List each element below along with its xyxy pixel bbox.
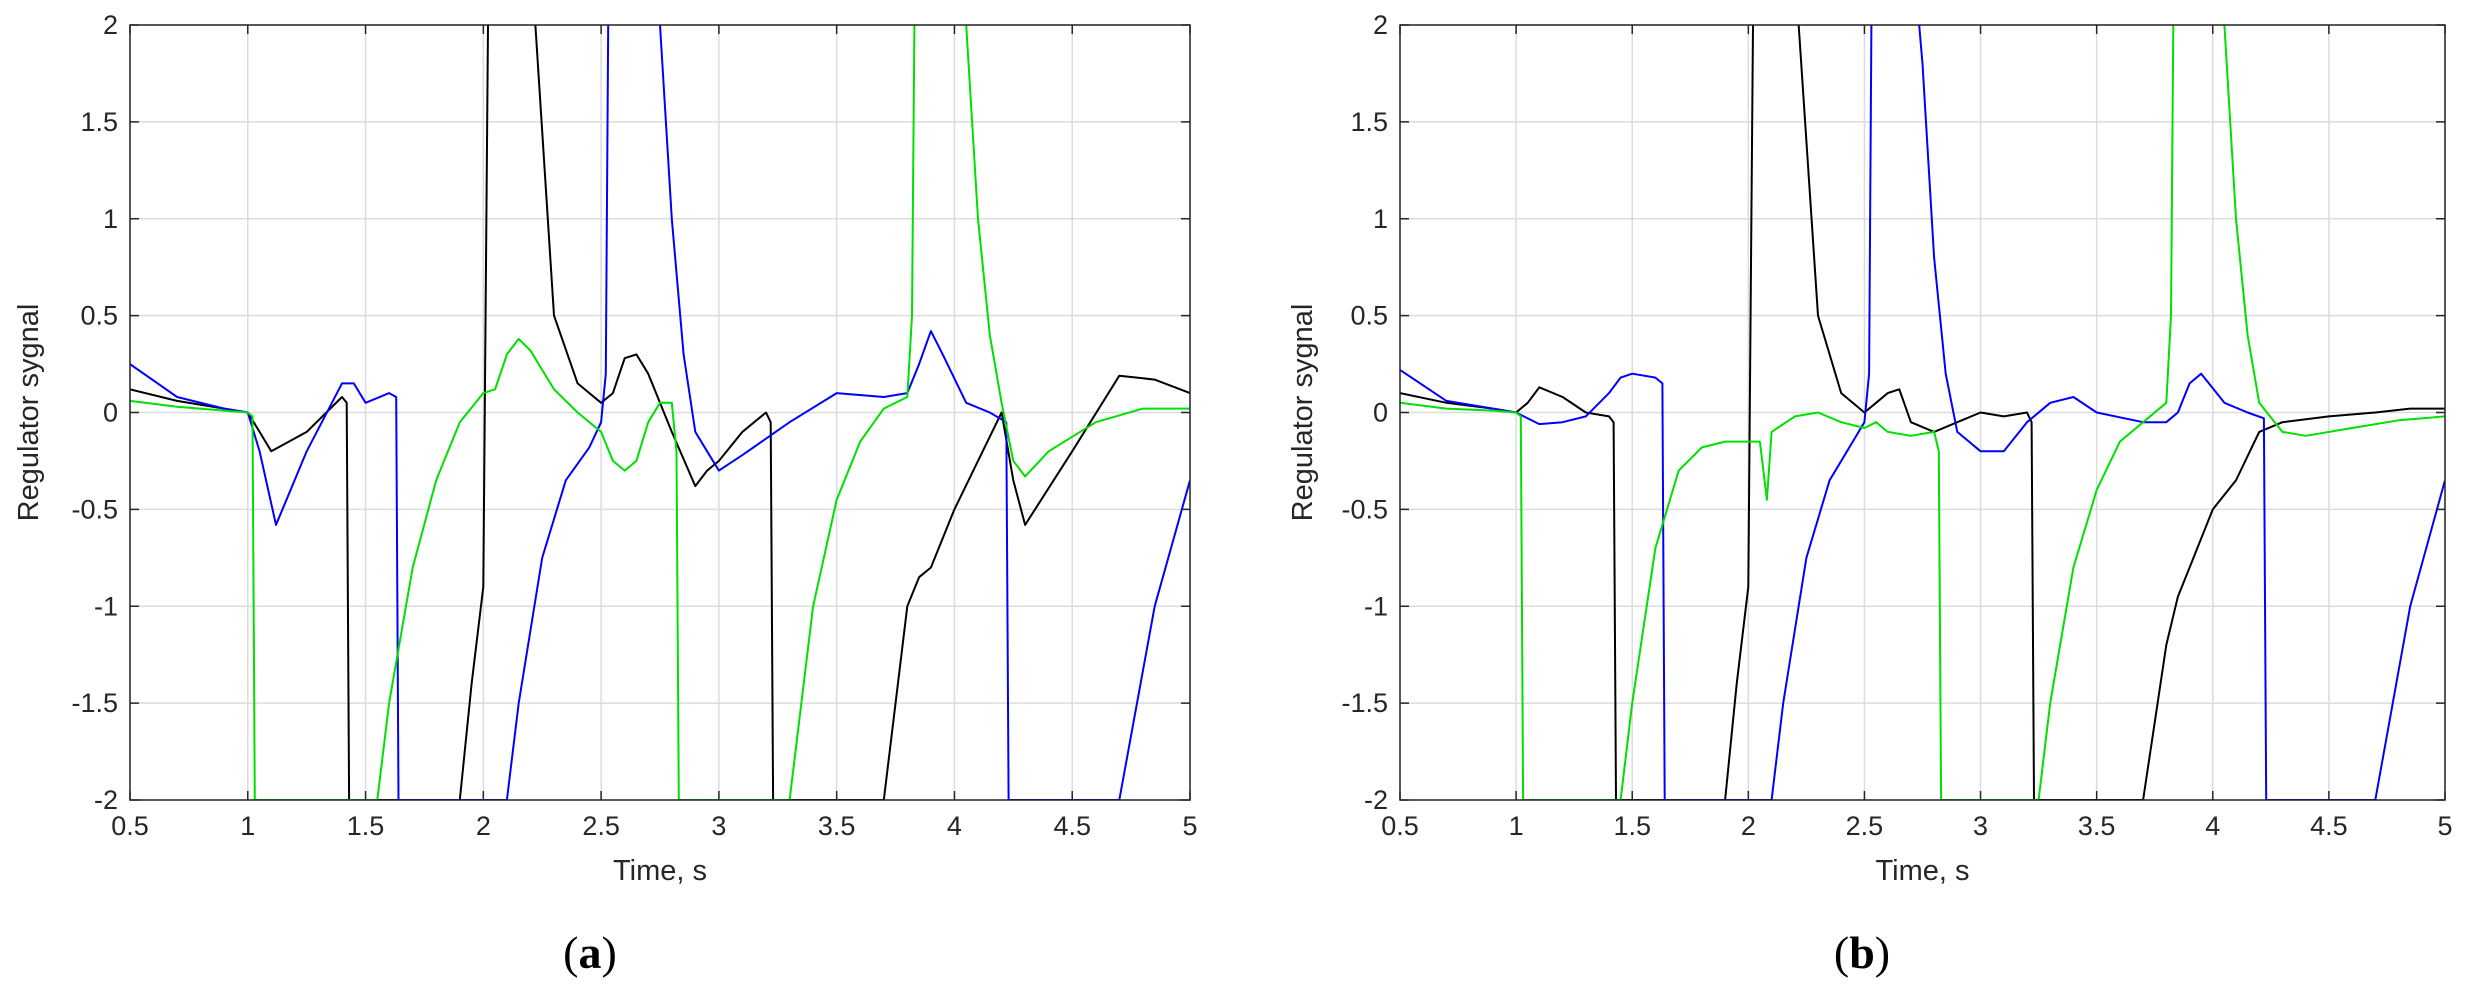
y-tick-label: -2: [1364, 785, 1388, 815]
x-tick-label: 1: [240, 811, 255, 841]
y-tick-label: -1: [1364, 591, 1388, 621]
y-tick-label: 0.5: [80, 301, 118, 331]
x-tick-label: 1: [1509, 811, 1524, 841]
y-tick-label: 0.5: [1350, 301, 1388, 331]
x-tick-label: 2: [476, 811, 491, 841]
y-tick-label: -1: [94, 591, 118, 621]
x-tick-label: 2.5: [582, 811, 620, 841]
y-tick-label: 2: [1373, 10, 1388, 40]
x-tick-label: 4.5: [2310, 811, 2348, 841]
series-line-2: [130, 25, 1190, 800]
x-tick-label: 1.5: [1613, 811, 1651, 841]
chart-panel-a: 0.5 1 1.5 2 2.5 3 3.5 4 4.5 5 -2 -1.5 -1 -0.5 0 0.5 1 1.5…: [13, 10, 1198, 978]
panel-label: (b): [1834, 927, 1890, 978]
x-tick-label: 5: [2437, 811, 2452, 841]
x-tick-label: 3: [711, 811, 726, 841]
y-axis-label: Regulator sygnal: [1287, 304, 1319, 522]
series-line-1: [1400, 25, 2445, 800]
x-tick-label: 0.5: [111, 811, 149, 841]
y-tick-label: -1.5: [71, 688, 118, 718]
y-tick-label: 0: [103, 398, 118, 428]
y-tick-label: 1.5: [1350, 107, 1388, 137]
panel-label: (a): [563, 927, 617, 978]
x-tick-label: 2.5: [1846, 811, 1884, 841]
series-line-0: [130, 25, 1190, 800]
y-tick-label: -1.5: [1341, 688, 1388, 718]
y-tick-label: 2: [103, 10, 118, 40]
y-tick-label: 1: [1373, 204, 1388, 234]
y-tick-label: -0.5: [71, 494, 118, 524]
series-line-0: [1400, 25, 2445, 800]
y-tick-label: 0: [1373, 398, 1388, 428]
x-tick-label: 4.5: [1053, 811, 1091, 841]
x-tick-label: 5: [1182, 811, 1197, 841]
x-axis-label: Time, s: [1876, 855, 1970, 887]
x-tick-label: 4: [2205, 811, 2220, 841]
y-tick-label: 1: [103, 204, 118, 234]
y-tick-label: -2: [94, 785, 118, 815]
x-tick-label: 3.5: [2078, 811, 2116, 841]
y-tick-label: -0.5: [1341, 494, 1388, 524]
x-tick-label: 0.5: [1381, 811, 1419, 841]
y-axis-label: Regulator sygnal: [13, 304, 45, 522]
x-tick-label: 4: [947, 811, 962, 841]
series-line-2: [1400, 25, 2445, 800]
series-line-1: [130, 25, 1190, 800]
y-tick-label: 1.5: [80, 107, 118, 137]
x-axis-label: Time, s: [613, 855, 707, 887]
x-tick-label: 1.5: [347, 811, 385, 841]
x-tick-label: 3: [1973, 811, 1988, 841]
x-tick-label: 3.5: [818, 811, 856, 841]
chart-panel-b: 0.5 1 1.5 2 2.5 3 3.5 4 4.5 5 -2 -1.5 -1 -0.5 0 0.5 1 1.5…: [1287, 10, 2453, 978]
x-tick-label: 2: [1741, 811, 1756, 841]
